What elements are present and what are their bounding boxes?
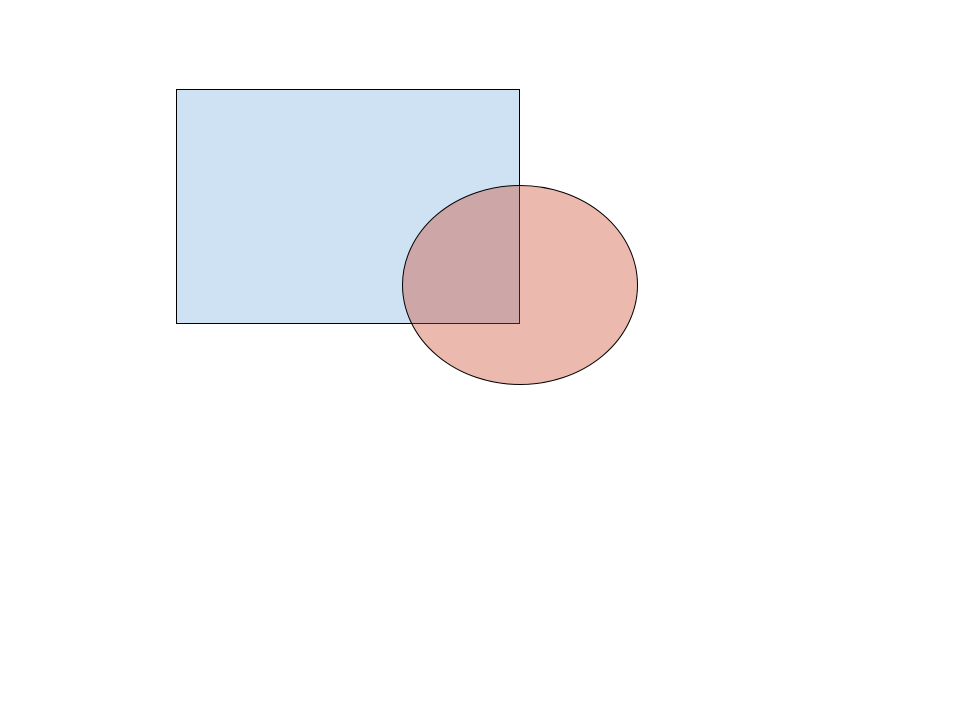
blue-rectangle-shape[interactable] xyxy=(176,89,520,324)
red-ellipse-shape[interactable] xyxy=(402,185,638,385)
